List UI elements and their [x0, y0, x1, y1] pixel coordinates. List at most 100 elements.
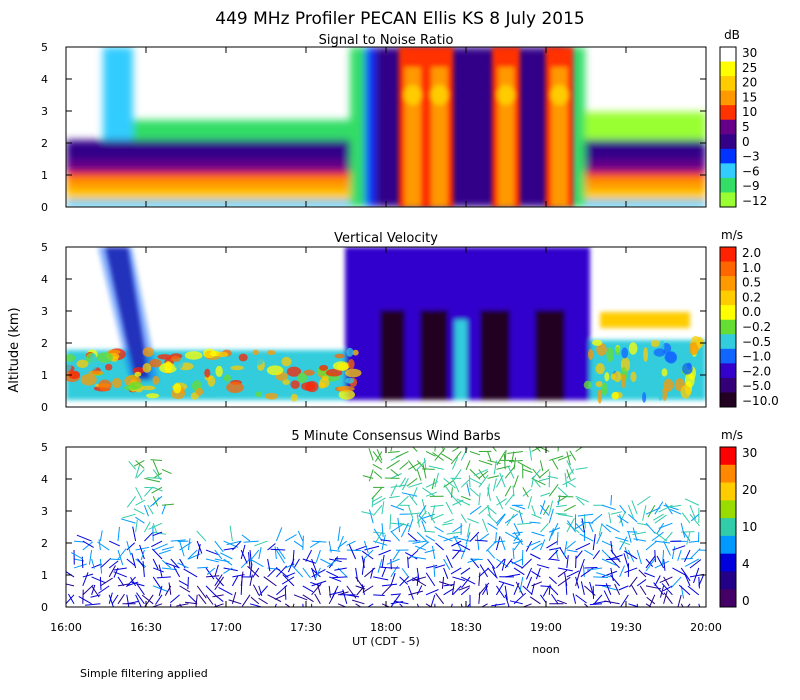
- wind-barb: [542, 585, 550, 597]
- wind-barb: [583, 514, 586, 529]
- wind-barb: [151, 540, 163, 548]
- vv-cell: [266, 365, 284, 376]
- wind-barb: [478, 582, 490, 596]
- wind-barb: [656, 555, 665, 569]
- wind-barb: [569, 450, 577, 461]
- vv-elevated-right: [600, 312, 690, 328]
- wind-barb: [158, 549, 171, 555]
- wind-barb: [368, 469, 374, 482]
- wind-barb: [408, 512, 421, 515]
- wind-barb: [624, 550, 638, 560]
- wind-barbs: [66, 447, 706, 607]
- wind-barb: [142, 561, 145, 577]
- wind-barb: [400, 522, 409, 538]
- wind-barb: [337, 591, 349, 596]
- wind-barb: [226, 540, 242, 546]
- wind-barb: [498, 580, 515, 587]
- vv-cell: [88, 370, 104, 376]
- wind-barb: [469, 469, 481, 480]
- figure-title: 449 MHz Profiler PECAN Ellis KS 8 July 2…: [215, 9, 584, 29]
- vv-cell: [346, 347, 354, 357]
- wind-barb: [654, 514, 667, 524]
- wind-barb: [468, 475, 471, 488]
- wind-barb: [487, 475, 500, 479]
- vv-cell: [230, 365, 244, 371]
- wind-barb: [460, 576, 476, 585]
- wind-barb: [460, 513, 467, 524]
- colorbar-frame: [719, 46, 737, 208]
- wind-barb: [684, 498, 700, 506]
- wind-barb: [645, 558, 656, 572]
- wind-barb: [555, 504, 567, 508]
- wind-barb: [654, 575, 661, 587]
- wind-barb: [117, 549, 124, 566]
- wind-barb: [648, 594, 656, 607]
- wind-barb: [396, 495, 409, 508]
- snr-plume-peak-1: [430, 85, 449, 105]
- wind-barb: [456, 498, 471, 506]
- colorbar-swatch: [720, 464, 736, 484]
- wind-barb: [390, 447, 393, 452]
- colorbar-swatch: [720, 377, 736, 393]
- wind-barb: [412, 577, 427, 587]
- wind-barb: [314, 593, 321, 605]
- wind-barb: [610, 567, 614, 582]
- wind-barb: [117, 576, 125, 587]
- wind-barb: [302, 594, 314, 603]
- wind-barb: [197, 566, 209, 569]
- colorbar-swatch: [720, 535, 736, 555]
- wind-barb: [249, 549, 253, 565]
- wind-barb: [151, 548, 163, 560]
- wind-barb: [645, 540, 658, 551]
- x-tick-label: 17:00: [210, 621, 242, 634]
- wind-barb: [381, 523, 384, 537]
- vv-cell: [238, 353, 248, 362]
- y-tick-label: 5: [41, 241, 48, 254]
- wind-barb: [582, 565, 585, 577]
- wind-barb: [205, 549, 220, 556]
- wind-barb: [407, 505, 414, 519]
- wind-barb: [589, 603, 603, 606]
- wind-barb: [329, 576, 342, 582]
- wind-barb: [495, 585, 506, 599]
- wind-barb: [377, 558, 383, 573]
- wind-barb: [684, 558, 700, 567]
- wind-barb: [663, 576, 670, 587]
- y-tick-label: 0: [41, 201, 48, 214]
- wind-barb: [91, 576, 106, 584]
- wind-barb: [373, 471, 383, 479]
- colorbar-swatch: [720, 177, 736, 193]
- wind-barb: [598, 523, 603, 536]
- wind-barb: [362, 549, 374, 561]
- wind-barb: [128, 460, 136, 470]
- panel-title-wind: 5 Minute Consensus Wind Barbs: [291, 429, 500, 444]
- wind-barb: [557, 495, 561, 506]
- vv-downdraft-3: [480, 310, 510, 400]
- colorbar-swatch: [720, 319, 736, 335]
- wind-barb: [205, 558, 219, 563]
- wind-barb: [146, 477, 163, 479]
- colorbar-label: −5.0: [742, 379, 771, 393]
- wind-barb: [683, 531, 691, 542]
- wind-barb: [686, 603, 691, 607]
- wind-barb: [672, 567, 687, 576]
- wind-barb: [187, 538, 191, 551]
- wind-barb: [557, 447, 559, 452]
- wind-barb: [148, 522, 163, 530]
- vv-cell: [104, 363, 113, 371]
- vv-cell: [628, 342, 638, 355]
- wind-barb: [452, 525, 463, 533]
- wind-barb: [645, 555, 656, 569]
- wind-barb: [205, 594, 214, 605]
- wind-barb: [654, 531, 668, 542]
- vv-cell: [86, 361, 98, 371]
- wind-barb: [638, 569, 647, 578]
- wind-barb: [563, 504, 576, 512]
- colorbar-swatch: [720, 500, 736, 519]
- wind-barb: [631, 584, 638, 596]
- wind-barb: [348, 544, 357, 560]
- wind-barb: [616, 515, 629, 524]
- wind-barb: [371, 495, 383, 503]
- wind-barb: [677, 594, 682, 607]
- wind-barb: [469, 451, 481, 456]
